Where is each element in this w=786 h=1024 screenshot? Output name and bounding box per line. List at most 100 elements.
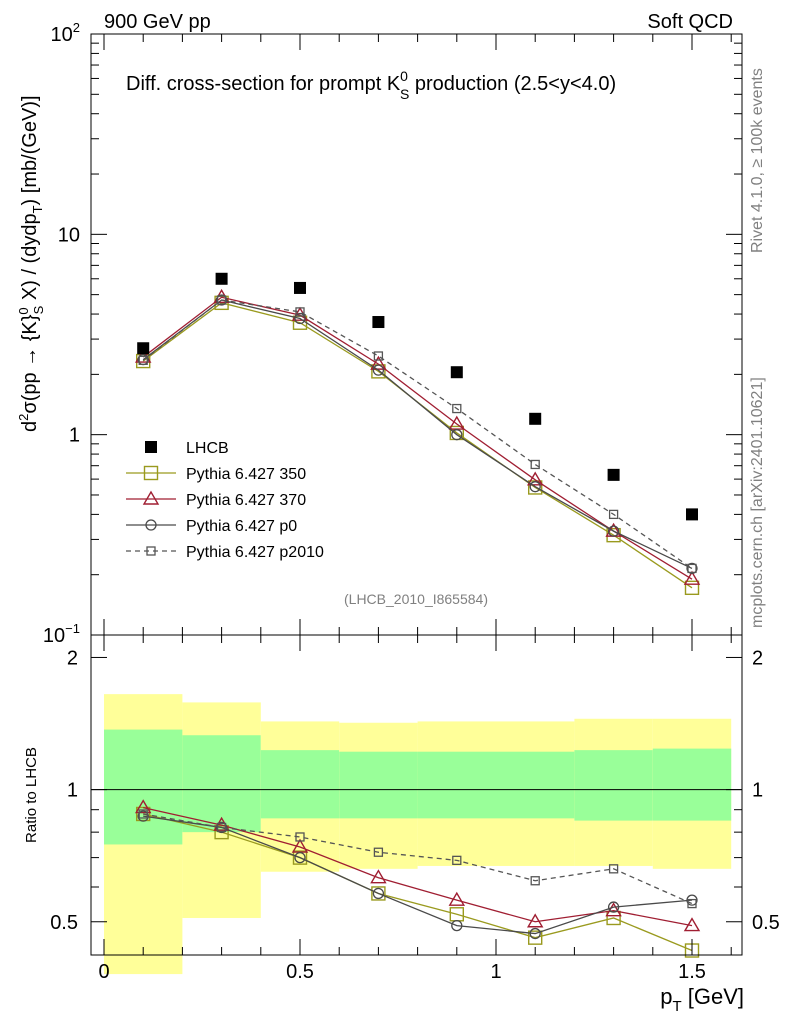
ratio-point [292,850,308,865]
data-point [529,481,541,493]
ratio-point [372,887,385,900]
ratio-point [528,930,543,945]
ratio-point [294,851,306,864]
uncertainty-band-inner [339,751,418,819]
ratio-point [295,832,305,842]
data-point [528,480,543,495]
ratio-bands [104,694,732,975]
ylabel-sup0: 0 [16,307,31,314]
tick-base: 10 [51,24,73,46]
legend-label: LHCB [186,440,229,457]
ratio-point [137,810,149,822]
ratio-point [605,902,622,917]
xlabel-sub: T [672,998,681,1015]
data-point [137,342,150,355]
data-point [608,509,619,520]
data-point [450,366,463,379]
title-suffix: production (2.5<y<4.0) [409,73,616,95]
data-point [683,570,701,585]
ylabel-sub: S [31,305,46,314]
tick-exp: 2 [73,20,80,35]
ratio-y-tick-label: 2 [67,647,78,669]
legend-marker [142,490,160,505]
series-pythia-6-427-p2010 [138,295,697,574]
ratio-point [530,876,540,886]
data-point [216,295,227,305]
data-point [215,294,228,306]
data-point [138,355,148,365]
data-point [372,364,385,376]
main-y-tick-label: 10 [58,224,80,246]
series-pythia-6-427-p0 [137,294,698,575]
ratio-y-tick-label-right: 0.5 [752,912,780,934]
title-prefix: Diff. cross-section for prompt K [126,73,401,95]
main-ylabel: d2σ(pp → {K}0S X) / (dydpT) [mb/(GeV)] [16,95,46,432]
legend-item: Pythia 6.427 p0 [126,518,297,535]
ratio-ylabel: Ratio to LHCB [23,747,40,843]
series-line [142,299,693,569]
uncertainty-band-inner [652,748,732,821]
analysis-annotation: (LHCB_2010_I865584) [344,591,488,607]
data-point [294,281,306,294]
data-point [526,471,544,486]
mcplots-label: mcplots.cern.ch [arXiv:2401.10621] [749,377,766,628]
legend-label: Pythia 6.427 350 [186,466,306,483]
ratio-y-tick-label: 1 [67,780,78,802]
ratio-point [608,864,619,874]
data-point [370,355,387,370]
x-tick-label: 0 [98,961,109,983]
ratio-y-tick-label-right: 1 [752,780,763,802]
data-point [687,563,697,574]
uncertainty-band-inner [574,750,653,821]
legend-marker [146,546,156,556]
series-lhcb [137,272,698,521]
x-axis-title: pT [GeV] [660,984,744,1015]
uncertainty-band-inner [496,751,575,819]
main-series [134,272,701,596]
ratio-point [686,894,698,906]
ratio-point [216,822,227,833]
series-line [142,299,693,569]
data-point [607,525,620,537]
uncertainty-band-inner [104,729,183,845]
ratio-point [373,847,384,857]
data-point [294,312,306,325]
data-point [686,562,698,575]
data-point [684,580,700,596]
header-left: 900 GeV pp [104,11,211,33]
data-point [373,351,384,361]
ratio-point [452,855,462,866]
ratio-point [370,869,387,884]
xlabel-main: p [660,984,672,1009]
legend-marker [143,465,159,481]
legend-item: LHCB [145,440,229,457]
legend-marker [145,441,157,453]
main-title: Diff. cross-section for prompt K0 S produ… [126,68,616,102]
legend-label: Pythia 6.427 370 [186,492,306,509]
data-point [530,459,540,470]
legend: LHCB Pythia 6.427 350 Pythia 6.427 370 Pyth… [126,440,324,561]
legend-item: Pythia 6.427 370 [126,490,306,509]
main-x-ticks [103,34,732,635]
title-sub: S [400,86,409,102]
rivet-label: Rivet 4.1.0, ≥ 100k events [749,68,766,253]
ylabel-p2: σ(pp → {K} [19,314,41,413]
data-point [607,468,620,481]
uncertainty-band-inner [417,751,496,819]
ratio-pythia-6-427-p0 [137,810,698,940]
main-y-tick-label: 102 [51,20,80,46]
ratio-labels: 0.5 0.5 1 1 2 2 0 0.5 1 1.5 [50,647,780,983]
data-point [451,429,463,441]
ratio-series [134,799,701,958]
ratio-point [451,919,463,932]
ratio-line [143,815,693,935]
ratio-frame [90,634,743,956]
ratio-point [683,917,701,932]
title-sup: 0 [400,68,408,84]
tick-base: 10 [58,224,80,246]
main-frame [90,33,743,636]
ratio-point [687,898,697,909]
xlabel-unit: [GeV] [682,984,744,1009]
ratio-pythia-6-427-p2010 [138,809,697,909]
